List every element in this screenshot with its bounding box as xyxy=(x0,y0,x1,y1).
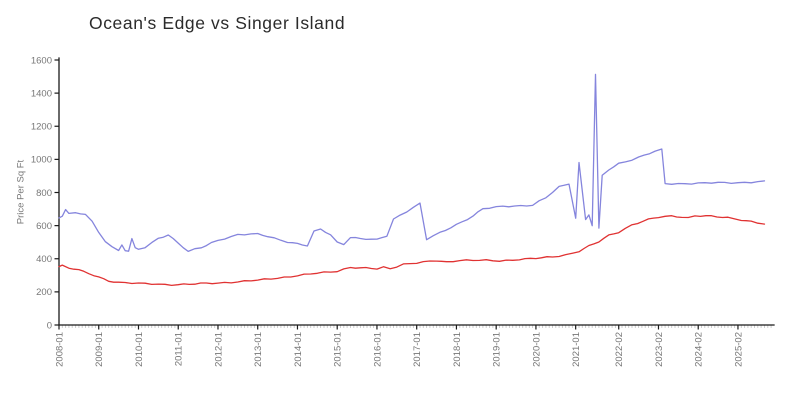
x-tick-label: 2023-02 xyxy=(654,332,665,367)
x-tick-label: 2024-02 xyxy=(694,332,705,367)
x-axis-minor-ticks xyxy=(58,325,772,328)
y-tick-label: 0 xyxy=(47,320,52,331)
x-tick-label: 2025-02 xyxy=(733,332,744,367)
y-tick-label: 1200 xyxy=(31,122,52,133)
series-line-singer-island xyxy=(58,215,766,287)
y-tick-label: 400 xyxy=(36,254,52,265)
x-tick-label: 2017-01 xyxy=(412,332,423,367)
x-tick-label: 2014-01 xyxy=(293,332,304,367)
y-tick-label: 1400 xyxy=(31,88,52,99)
y-tick-label: 800 xyxy=(36,188,52,199)
x-tick-label: 2015-01 xyxy=(333,332,344,367)
chart-title: Ocean's Edge vs Singer Island xyxy=(89,13,346,33)
x-tick-label: 2011-01 xyxy=(174,332,185,366)
x-tick-label: 2010-01 xyxy=(134,332,145,367)
x-tick-label: 2009-01 xyxy=(94,332,105,367)
y-tick-label: 600 xyxy=(36,221,52,232)
x-tick-label: 2013-01 xyxy=(253,332,264,367)
x-tick-label: 2022-02 xyxy=(614,332,625,367)
x-tick-label: 2018-01 xyxy=(452,332,463,367)
x-tick-label: 2016-01 xyxy=(372,332,383,367)
y-tick-label: 200 xyxy=(36,287,52,298)
x-tick-label: 2020-01 xyxy=(531,332,542,367)
x-tick-label: 2019-01 xyxy=(492,332,503,367)
x-tick-label: 2021-01 xyxy=(571,332,582,367)
y-tick-label: 1600 xyxy=(31,55,52,66)
y-tick-label: 1000 xyxy=(31,155,52,166)
x-tick-label: 2012-01 xyxy=(213,332,224,367)
series-line-ocean-s-edge xyxy=(58,73,766,253)
axes-spines xyxy=(58,57,775,326)
x-tick-label: 2008-01 xyxy=(55,332,66,367)
